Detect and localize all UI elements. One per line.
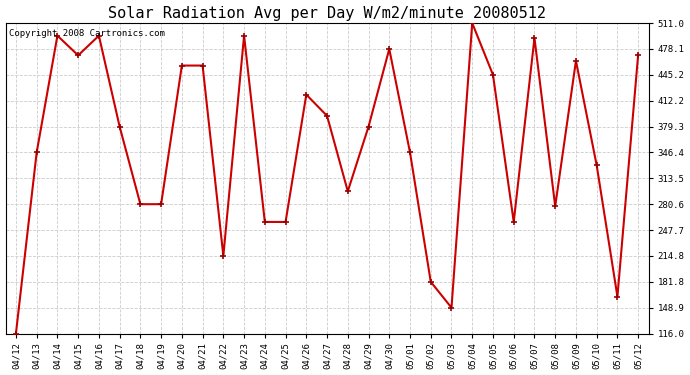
Title: Solar Radiation Avg per Day W/m2/minute 20080512: Solar Radiation Avg per Day W/m2/minute … bbox=[108, 6, 546, 21]
Text: Copyright 2008 Cartronics.com: Copyright 2008 Cartronics.com bbox=[9, 29, 165, 38]
